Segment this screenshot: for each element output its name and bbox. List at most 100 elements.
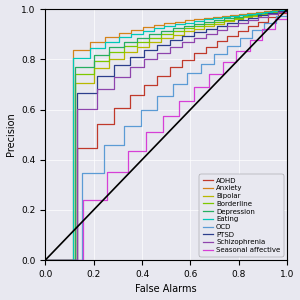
Depression [241, 15, 245, 19]
Bipolar [268, 12, 272, 16]
Seasonal affective [105, 198, 109, 201]
OCD [199, 72, 203, 75]
ADHD [286, 7, 289, 11]
Depression [277, 10, 281, 13]
Line: PTSD: PTSD [45, 9, 287, 260]
ADHD [236, 29, 240, 33]
Bipolar [73, 258, 77, 262]
Anxiety [262, 9, 266, 13]
Bipolar [182, 33, 185, 36]
OCD [213, 52, 216, 56]
Seasonal affective [144, 149, 148, 152]
ADHD [128, 94, 131, 97]
ADHD [276, 15, 280, 19]
PTSD [226, 21, 229, 25]
Legend: ADHD, Anxiety, Bipolar, Borderline, Depression, Eating, OCD, PTSD, Schizophrenia: ADHD, Anxiety, Bipolar, Borderline, Depr… [200, 174, 284, 257]
Depression [160, 32, 163, 36]
Borderline [92, 59, 95, 62]
Anxiety [129, 28, 133, 31]
Schizophrenia [44, 258, 47, 262]
Depression [135, 36, 139, 40]
Seasonal affective [235, 49, 238, 52]
Anxiety [152, 23, 156, 27]
Bipolar [192, 27, 196, 30]
Anxiety [202, 16, 206, 20]
Seasonal affective [44, 258, 47, 262]
Anxiety [245, 12, 249, 16]
Eating [141, 29, 145, 33]
OCD [226, 44, 229, 47]
PTSD [266, 11, 270, 15]
Borderline [250, 14, 254, 18]
Anxiety [262, 10, 266, 14]
OCD [250, 36, 254, 39]
Bipolar [213, 24, 216, 28]
ADHD [156, 74, 159, 77]
Borderline [171, 32, 175, 36]
Seasonal affective [286, 17, 289, 21]
Depression [135, 40, 139, 44]
Anxiety [245, 11, 249, 15]
Anxiety [220, 15, 224, 18]
Bipolar [250, 14, 254, 17]
ADHD [156, 83, 159, 86]
Anxiety [237, 12, 241, 16]
Schizophrenia [256, 15, 260, 19]
PTSD [192, 31, 196, 34]
ADHD [266, 15, 270, 19]
Seasonal affective [235, 60, 238, 64]
Depression [232, 16, 236, 20]
Seasonal affective [105, 170, 109, 174]
OCD [274, 21, 278, 24]
PTSD [44, 258, 47, 262]
OCD [238, 36, 242, 39]
Line: Anxiety: Anxiety [45, 9, 287, 260]
Seasonal affective [273, 27, 277, 31]
Line: Borderline: Borderline [45, 9, 287, 260]
Anxiety [270, 9, 273, 12]
Eating [88, 56, 92, 60]
Depression [232, 15, 236, 19]
OCD [185, 82, 189, 86]
Borderline [108, 51, 111, 54]
Schizophrenia [286, 10, 289, 14]
Depression [160, 29, 163, 33]
Schizophrenia [276, 12, 280, 16]
ADHD [75, 147, 79, 150]
Bipolar [171, 36, 175, 40]
Bipolar [232, 20, 236, 23]
Eating [173, 24, 176, 28]
ADHD [192, 52, 196, 55]
Borderline [203, 24, 206, 28]
Y-axis label: Precision: Precision [6, 113, 16, 157]
Seasonal affective [248, 49, 251, 52]
Anxiety [173, 20, 176, 24]
Bipolar [250, 16, 254, 19]
Bipolar [122, 50, 125, 54]
Schizophrenia [226, 25, 229, 28]
Anxiety [44, 258, 47, 262]
Seasonal affective [192, 99, 196, 103]
Schizophrenia [236, 25, 240, 28]
Eating [254, 12, 257, 15]
Eating [229, 14, 232, 17]
Anxiety [117, 35, 120, 38]
Anxiety [237, 13, 241, 16]
Depression [122, 46, 125, 49]
Eating [211, 16, 214, 20]
ADHD [276, 11, 280, 15]
OCD [286, 7, 289, 11]
Bipolar [222, 20, 226, 23]
Eating [163, 24, 166, 28]
ADHD [226, 40, 229, 43]
Bipolar [92, 81, 95, 85]
OCD [122, 144, 125, 147]
Depression [203, 20, 206, 24]
PTSD [112, 74, 116, 77]
Eating [220, 15, 224, 19]
Eating [202, 19, 206, 23]
Seasonal affective [207, 85, 211, 89]
Eating [129, 32, 133, 36]
Schizophrenia [215, 32, 218, 35]
Seasonal affective [126, 149, 129, 152]
